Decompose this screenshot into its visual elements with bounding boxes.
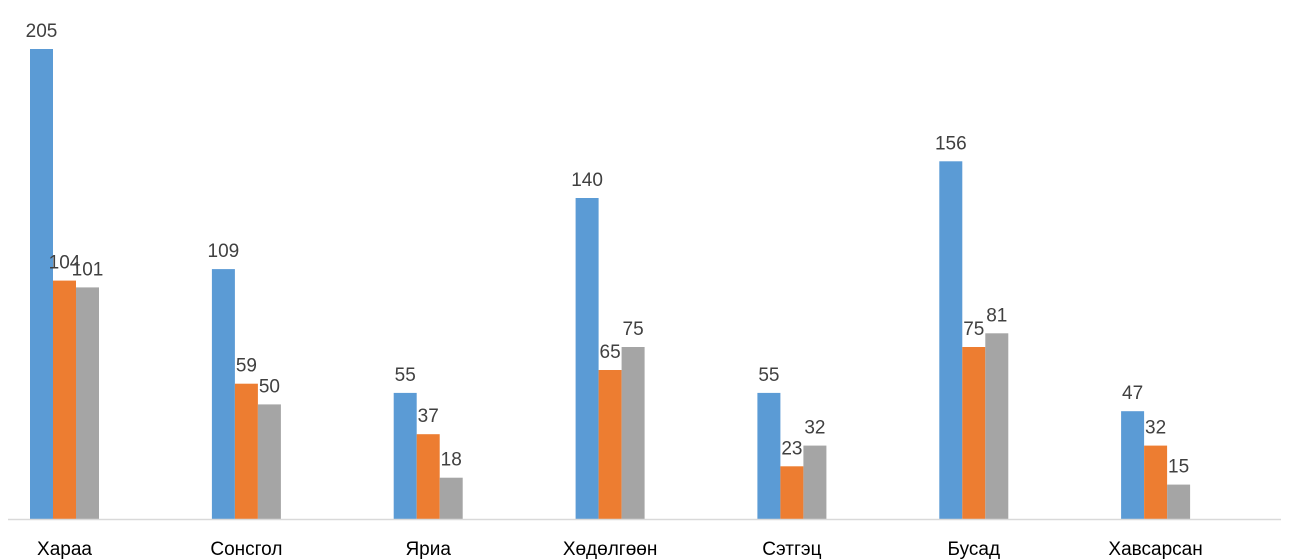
bar-s2-Сэтгэц: [780, 466, 804, 519]
category-label-Хавсарсан: Хавсарсан: [1108, 539, 1202, 560]
bar-s1-Бусад: [939, 161, 963, 520]
category-label-Бусад: Бусад: [948, 539, 1001, 560]
bar-s1-Сонсгол: [211, 269, 235, 519]
bar-s3-Хараа: [76, 287, 99, 519]
bar-s3-Бусад: [985, 333, 1009, 519]
category-label-Хараа: Хараа: [37, 539, 92, 560]
data-label-s1-Бусад: 156: [935, 133, 967, 154]
data-label-s3-Сэтгэц: 32: [804, 418, 825, 439]
bar-s3-Хавсарсан: [1167, 484, 1191, 519]
data-label-s1-Яриа: 55: [395, 365, 416, 386]
data-label-s2-Яриа: 37: [418, 406, 439, 427]
category-label-Сонсгол: Сонсгол: [210, 539, 282, 560]
data-label-s1-Сонсгол: 109: [208, 241, 240, 262]
data-label-s2-Хавсарсан: 32: [1145, 418, 1166, 439]
bar-s1-Сэтгэц: [757, 392, 781, 519]
data-label-s1-Хавсарсан: 47: [1122, 383, 1143, 404]
bars-layer: [30, 49, 1191, 520]
data-label-s1-Хөдөлгөөн: 140: [571, 170, 603, 191]
bar-s2-Хөдөлгөөн: [598, 370, 622, 519]
data-labels-layer: 2051041011095950553718140657555233215675…: [26, 21, 1190, 478]
bar-s3-Хөдөлгөөн: [621, 347, 645, 519]
data-label-s1-Хараа: 205: [26, 21, 58, 42]
category-label-Хөдөлгөөн: Хөдөлгөөн: [563, 539, 658, 560]
data-label-s2-Бусад: 75: [963, 319, 984, 340]
data-label-s3-Яриа: 18: [441, 450, 462, 471]
bar-s2-Бусад: [962, 347, 986, 519]
data-label-s2-Сонсгол: 59: [236, 356, 257, 377]
bar-s2-Яриа: [416, 434, 440, 519]
data-label-s2-Хөдөлгөөн: 65: [600, 342, 621, 363]
bar-s2-Хавсарсан: [1144, 445, 1168, 519]
bar-s2-Сонсгол: [234, 383, 258, 519]
data-label-s3-Хөдөлгөөн: 75: [623, 319, 644, 340]
category-label-Яриа: Яриа: [405, 539, 451, 560]
data-label-s2-Хараа: 104: [49, 253, 81, 274]
bar-s1-Хараа: [30, 49, 53, 519]
category-label-Сэтгэц: Сэтгэц: [762, 539, 821, 560]
category-labels-layer: Хараа Сонсгол Яриа Хөдөлгөөн Сэтгэц Бусад Хавс…: [37, 539, 1203, 560]
data-label-s3-Сонсгол: 50: [259, 376, 280, 397]
bar-s3-Сонсгол: [257, 404, 281, 519]
data-label-s3-Хавсарсан: 15: [1168, 457, 1189, 478]
data-label-s3-Бусад: 81: [986, 305, 1007, 326]
bar-s3-Яриа: [439, 477, 463, 519]
bar-s1-Хөдөлгөөн: [575, 198, 599, 519]
data-label-s3-Хараа: 101: [72, 259, 104, 280]
bar-s1-Яриа: [393, 392, 417, 519]
data-label-s1-Сэтгэц: 55: [758, 365, 779, 386]
data-label-s2-Сэтгэц: 23: [781, 438, 802, 459]
bar-s3-Сэтгэц: [803, 445, 827, 519]
bar-s1-Хавсарсан: [1121, 411, 1145, 519]
bar-s2-Хараа: [53, 280, 76, 519]
